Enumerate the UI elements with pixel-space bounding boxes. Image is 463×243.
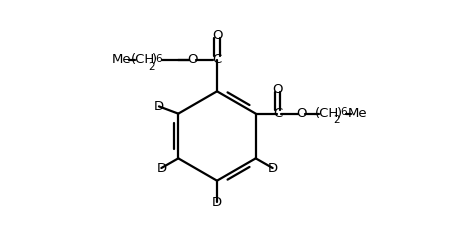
Text: D: D xyxy=(156,162,166,174)
Text: ): ) xyxy=(337,107,342,120)
Text: D: D xyxy=(268,162,278,174)
Text: (CH: (CH xyxy=(315,107,339,120)
Text: D: D xyxy=(212,196,222,209)
Text: 2: 2 xyxy=(149,62,155,72)
Text: O: O xyxy=(272,83,283,96)
Text: D: D xyxy=(154,100,164,113)
Text: O: O xyxy=(188,53,198,66)
Text: C: C xyxy=(273,107,282,120)
Text: 2: 2 xyxy=(333,115,340,125)
Text: 6: 6 xyxy=(340,107,346,117)
Text: 6: 6 xyxy=(155,54,162,64)
Text: O: O xyxy=(212,29,222,42)
Text: (CH: (CH xyxy=(131,53,155,66)
Text: Me: Me xyxy=(112,53,131,66)
Text: Me: Me xyxy=(347,107,367,120)
Text: ): ) xyxy=(152,53,157,66)
Text: C: C xyxy=(213,53,222,66)
Text: O: O xyxy=(296,107,307,120)
